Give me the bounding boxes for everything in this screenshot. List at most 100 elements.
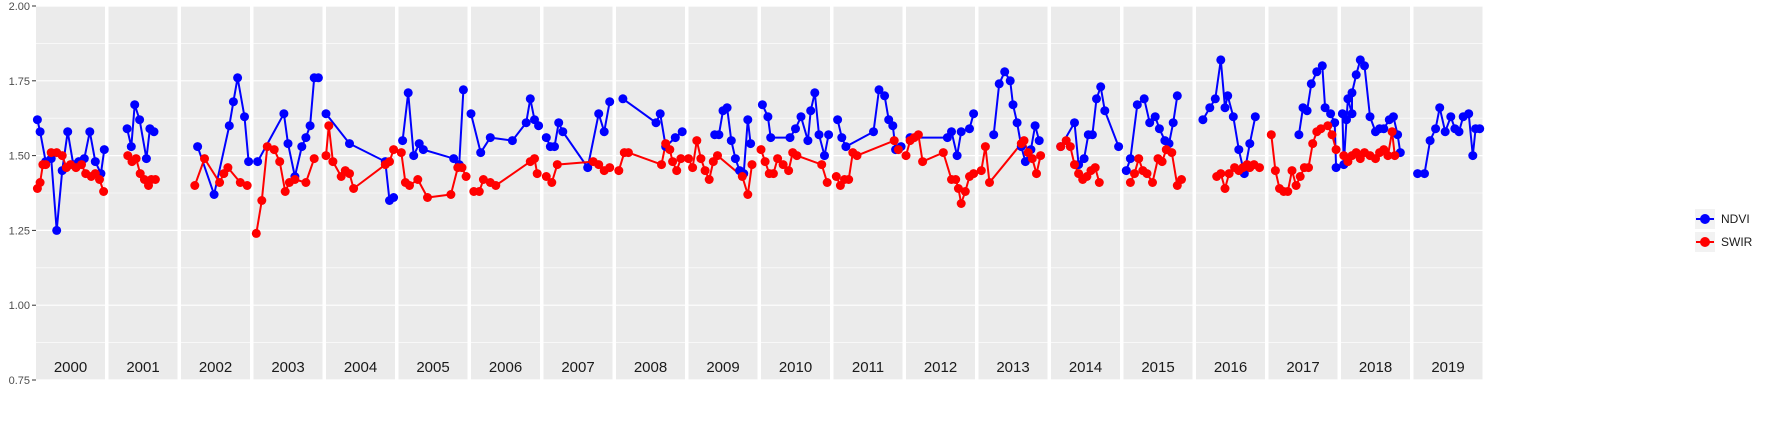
data-point-ndvi <box>541 133 551 143</box>
data-point-swir <box>756 145 766 155</box>
data-point-swir <box>324 121 334 131</box>
data-point-swir <box>889 136 899 146</box>
data-point-ndvi <box>820 151 829 161</box>
facet-label-2002: 2002 <box>199 359 232 376</box>
data-point-ndvi <box>1464 109 1474 119</box>
data-point-swir <box>251 228 261 238</box>
y-tick-label: 1.00 <box>9 300 30 312</box>
data-point-ndvi <box>507 136 517 146</box>
data-point-swir <box>491 181 501 190</box>
data-point-swir <box>257 196 267 205</box>
data-point-swir <box>1036 151 1046 161</box>
series-line-swir <box>255 145 316 234</box>
data-point-swir <box>275 157 285 167</box>
data-point-swir <box>396 148 406 158</box>
data-point-ndvi <box>1435 103 1445 113</box>
data-point-ndvi <box>1250 112 1260 122</box>
data-point-ndvi <box>90 157 100 167</box>
data-point-ndvi <box>1320 103 1330 113</box>
data-point-ndvi <box>1030 121 1040 131</box>
data-point-ndvi <box>1342 115 1351 125</box>
data-point-ndvi <box>1431 124 1441 134</box>
y-tick-label: 1.25 <box>9 225 30 237</box>
data-point-ndvi <box>253 157 263 167</box>
data-point-ndvi <box>1294 130 1304 140</box>
data-point-swir <box>657 160 666 170</box>
data-point-ndvi <box>1210 94 1220 104</box>
data-point-swir <box>743 190 753 199</box>
data-point-ndvi <box>1000 67 1010 77</box>
data-point-swir <box>668 157 678 167</box>
data-point-swir <box>1216 169 1226 179</box>
data-point-ndvi <box>743 115 753 125</box>
data-point-ndvi <box>209 190 219 199</box>
data-point-swir <box>57 151 67 161</box>
data-point-ndvi <box>301 133 311 143</box>
data-point-swir <box>1283 187 1293 196</box>
data-point-swir <box>235 178 245 187</box>
data-point-ndvi <box>149 127 159 137</box>
data-point-ndvi <box>1096 82 1106 92</box>
data-point-ndvi <box>525 94 535 104</box>
data-point-swir <box>1383 151 1393 161</box>
data-point-ndvi <box>874 85 884 95</box>
data-point-swir <box>200 154 209 164</box>
data-point-swir <box>541 172 551 181</box>
data-point-swir <box>688 163 698 173</box>
data-point-ndvi <box>965 124 974 134</box>
data-point-ndvi <box>1100 106 1110 116</box>
data-point-swir <box>321 151 331 161</box>
data-point-ndvi <box>670 133 680 143</box>
data-point-ndvi <box>534 121 544 131</box>
data-point-swir <box>1220 184 1230 193</box>
legend-key-point-swir <box>1700 237 1710 247</box>
data-point-swir <box>99 187 109 196</box>
data-point-ndvi <box>1351 70 1361 80</box>
data-point-swir <box>1323 121 1333 131</box>
data-point-ndvi <box>594 109 604 119</box>
data-point-ndvi <box>1034 136 1044 146</box>
y-tick-label: 1.50 <box>9 151 30 163</box>
data-point-ndvi <box>1317 61 1327 71</box>
data-point-swir <box>413 175 423 184</box>
data-point-ndvi <box>521 118 531 128</box>
data-point-swir <box>1065 142 1075 152</box>
data-point-swir <box>290 175 300 184</box>
facet-label-2008: 2008 <box>634 359 667 376</box>
data-point-swir <box>1308 139 1318 149</box>
data-point-swir <box>938 148 948 158</box>
legend-label-ndvi: NDVI <box>1721 212 1750 226</box>
data-point-ndvi <box>1468 151 1478 161</box>
facet-label-2012: 2012 <box>924 359 957 376</box>
facet-label-2010: 2010 <box>779 359 812 376</box>
data-point-ndvi <box>726 136 736 146</box>
data-point-swir <box>665 145 675 155</box>
data-point-ndvi <box>655 109 665 119</box>
data-point-swir <box>301 178 311 187</box>
y-tick-label: 1.75 <box>9 76 30 88</box>
facet-label-2017: 2017 <box>1286 359 1319 376</box>
data-point-ndvi <box>1347 109 1357 119</box>
data-point-ndvi <box>599 127 609 137</box>
data-point-ndvi <box>803 136 813 146</box>
data-point-swir <box>446 190 456 199</box>
data-point-swir <box>385 157 394 167</box>
data-point-ndvi <box>1012 118 1022 128</box>
data-point-ndvi <box>418 145 428 155</box>
data-point-ndvi <box>141 154 151 164</box>
data-point-ndvi <box>1379 124 1389 134</box>
data-point-ndvi <box>1114 142 1124 152</box>
data-point-swir <box>405 181 414 190</box>
data-point-swir <box>35 178 45 187</box>
data-point-swir <box>269 145 279 155</box>
data-point-ndvi <box>130 100 140 110</box>
data-point-swir <box>1255 163 1264 173</box>
data-point-swir <box>77 160 86 170</box>
data-point-ndvi <box>796 112 806 122</box>
data-point-ndvi <box>956 127 966 137</box>
data-point-swir <box>614 166 624 176</box>
data-point-swir <box>700 166 710 176</box>
data-point-ndvi <box>224 121 234 131</box>
data-point-ndvi <box>730 154 740 164</box>
data-point-ndvi <box>63 127 73 137</box>
